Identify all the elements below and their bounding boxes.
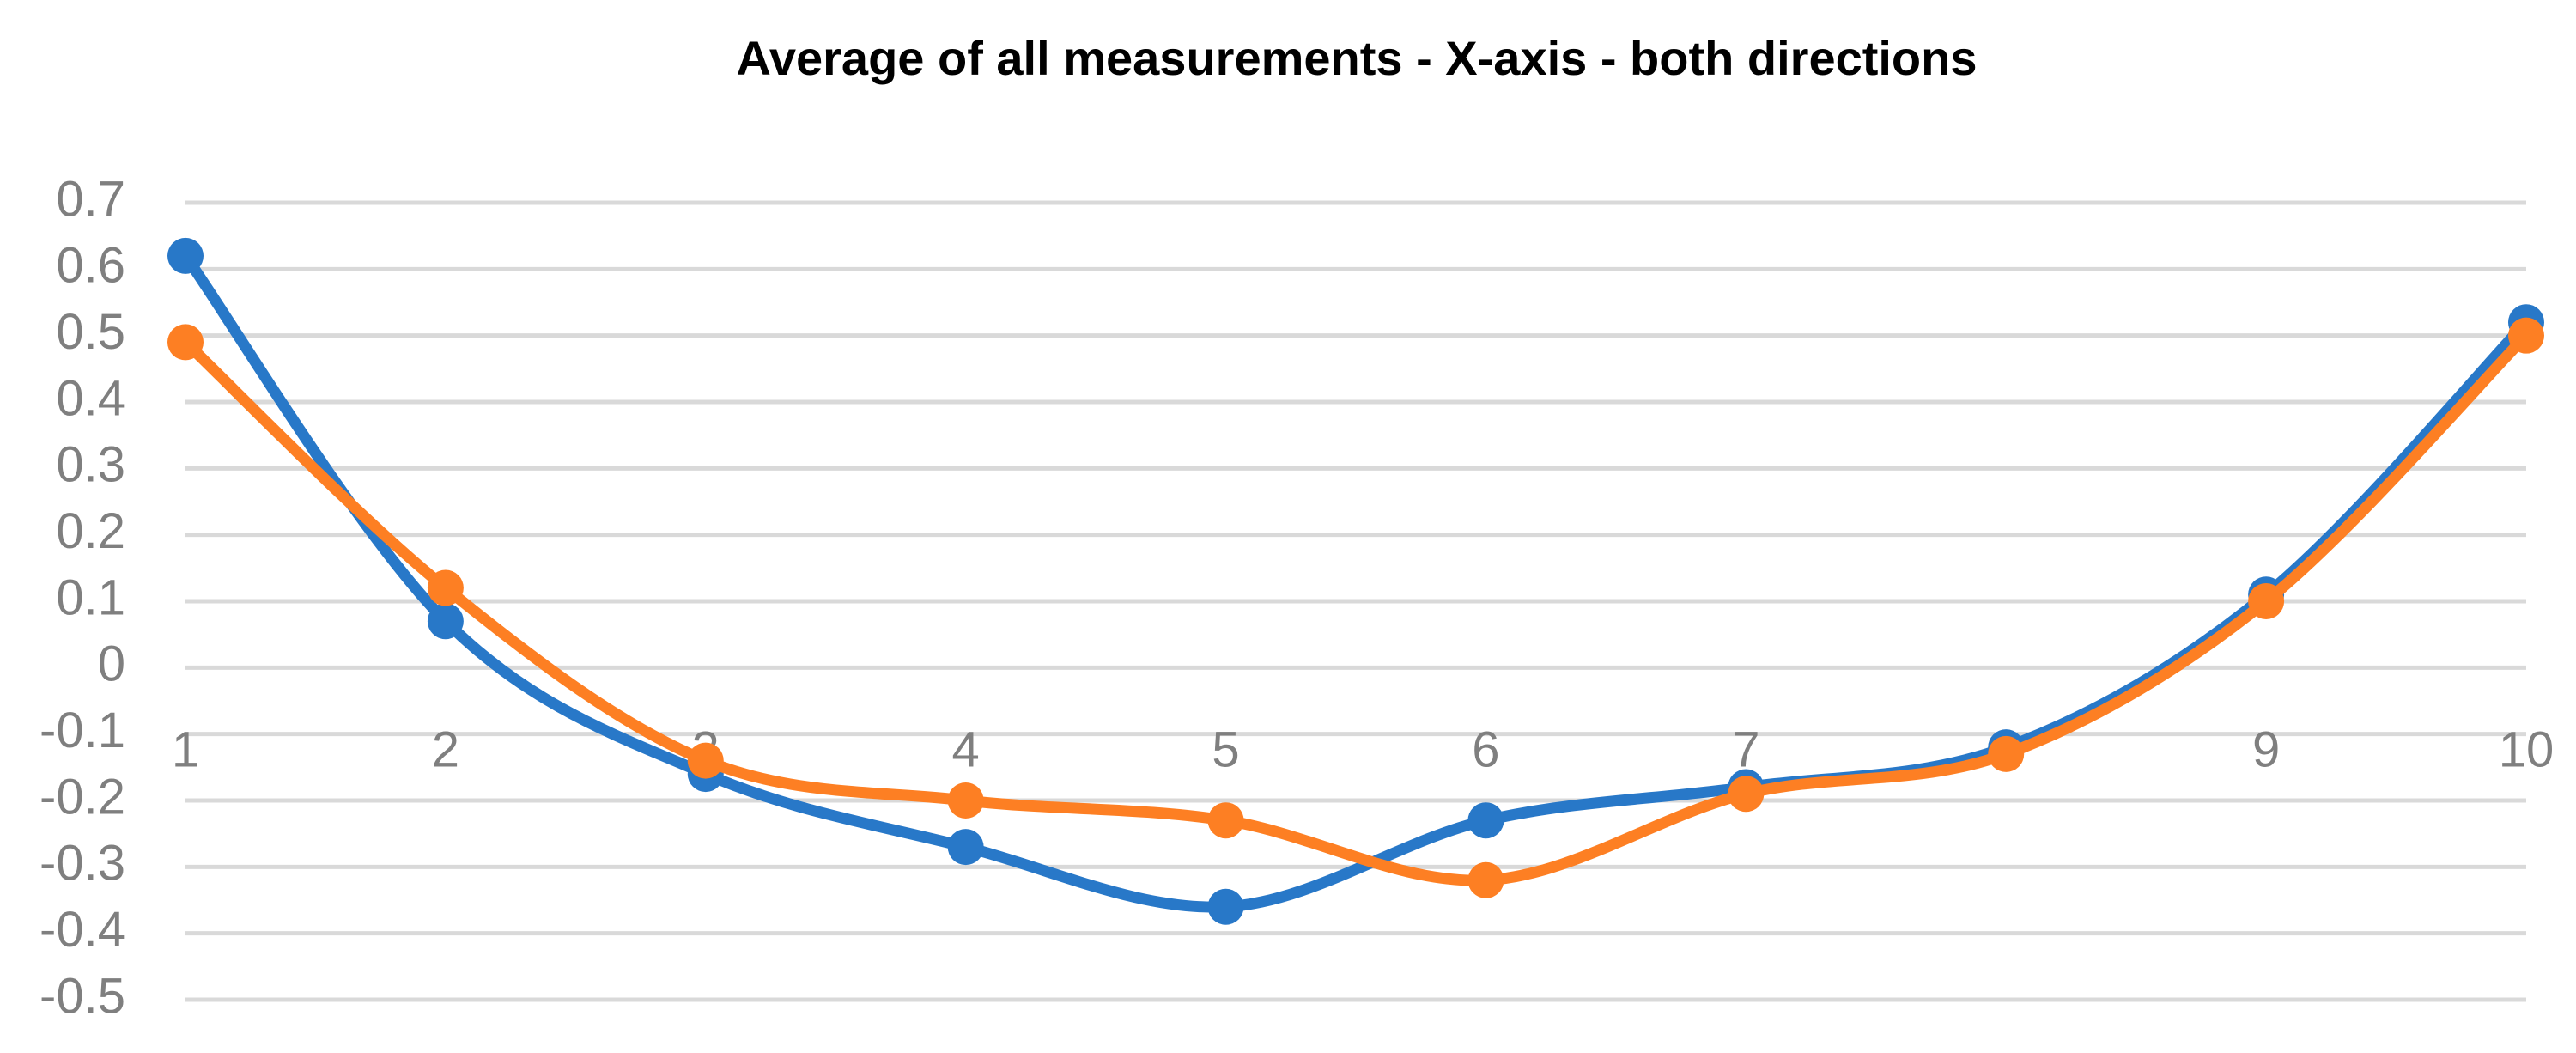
data-point — [2248, 583, 2285, 619]
data-point — [167, 237, 204, 274]
y-tick-label: -0.4 — [39, 902, 125, 958]
y-tick-label: -0.1 — [39, 703, 125, 758]
y-tick-label: 0.3 — [56, 437, 125, 493]
x-tick-label: 1 — [172, 722, 199, 778]
data-point — [2508, 317, 2544, 354]
y-tick-label: 0.7 — [56, 171, 125, 227]
plot-area — [167, 237, 2544, 925]
y-axis: -0.5 -0.4 -0.3 -0.2 -0.1 0 0.1 0.2 0.3 0.4 0.5 0.6 0… — [39, 171, 125, 1024]
x-tick-label: 5 — [1212, 722, 1239, 778]
data-point — [427, 603, 464, 640]
chart-title: Average of all measurements - X-axis - b… — [736, 31, 1977, 85]
x-tick-label: 4 — [952, 722, 980, 778]
data-point — [427, 569, 464, 606]
series-line — [179, 250, 2532, 913]
grid — [185, 200, 2526, 1002]
x-axis: 12345678910 — [172, 722, 2554, 778]
data-point — [1988, 735, 2025, 772]
y-tick-label: 0.5 — [56, 304, 125, 360]
data-point — [1728, 776, 1765, 813]
data-point — [1207, 802, 1244, 839]
y-tick-label: -0.2 — [39, 769, 125, 825]
x-tick-label: 2 — [432, 722, 459, 778]
y-tick-label: -0.3 — [39, 836, 125, 892]
series-line — [179, 330, 2532, 886]
y-tick-label: 0.6 — [56, 238, 125, 294]
data-point — [947, 782, 984, 819]
y-tick-label: 0.2 — [56, 503, 125, 559]
x-tick-label: 7 — [1732, 722, 1759, 778]
x-tick-label: 6 — [1472, 722, 1499, 778]
x-tick-label: 9 — [2252, 722, 2280, 778]
data-point — [947, 829, 984, 866]
y-tick-label: 0.1 — [56, 569, 125, 625]
data-point — [687, 742, 724, 779]
data-point — [167, 324, 204, 361]
x-tick-label: 10 — [2499, 722, 2555, 778]
data-point — [1207, 888, 1244, 925]
y-tick-label: 0.4 — [56, 370, 125, 426]
y-tick-label: -0.5 — [39, 968, 125, 1024]
data-point — [1467, 861, 1504, 898]
data-point — [1467, 802, 1504, 839]
y-tick-label: 0 — [98, 636, 125, 692]
